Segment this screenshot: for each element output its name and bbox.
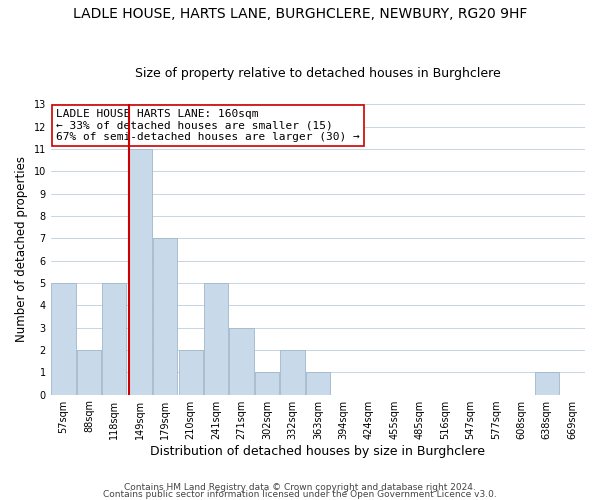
Bar xyxy=(229,328,254,394)
Bar xyxy=(255,372,279,394)
Text: Contains HM Land Registry data © Crown copyright and database right 2024.: Contains HM Land Registry data © Crown c… xyxy=(124,484,476,492)
Bar xyxy=(77,350,101,395)
Bar xyxy=(52,283,76,395)
Bar xyxy=(306,372,330,394)
Bar xyxy=(179,350,203,395)
Text: LADLE HOUSE HARTS LANE: 160sqm
← 33% of detached houses are smaller (15)
67% of : LADLE HOUSE HARTS LANE: 160sqm ← 33% of … xyxy=(56,108,360,142)
Y-axis label: Number of detached properties: Number of detached properties xyxy=(15,156,28,342)
Text: Contains public sector information licensed under the Open Government Licence v3: Contains public sector information licen… xyxy=(103,490,497,499)
Bar xyxy=(103,283,127,395)
Text: LADLE HOUSE, HARTS LANE, BURGHCLERE, NEWBURY, RG20 9HF: LADLE HOUSE, HARTS LANE, BURGHCLERE, NEW… xyxy=(73,8,527,22)
Bar xyxy=(153,238,178,394)
Bar xyxy=(535,372,559,394)
X-axis label: Distribution of detached houses by size in Burghclere: Distribution of detached houses by size … xyxy=(151,444,485,458)
Bar xyxy=(128,149,152,394)
Bar xyxy=(204,283,228,395)
Title: Size of property relative to detached houses in Burghclere: Size of property relative to detached ho… xyxy=(135,66,501,80)
Bar xyxy=(280,350,305,395)
